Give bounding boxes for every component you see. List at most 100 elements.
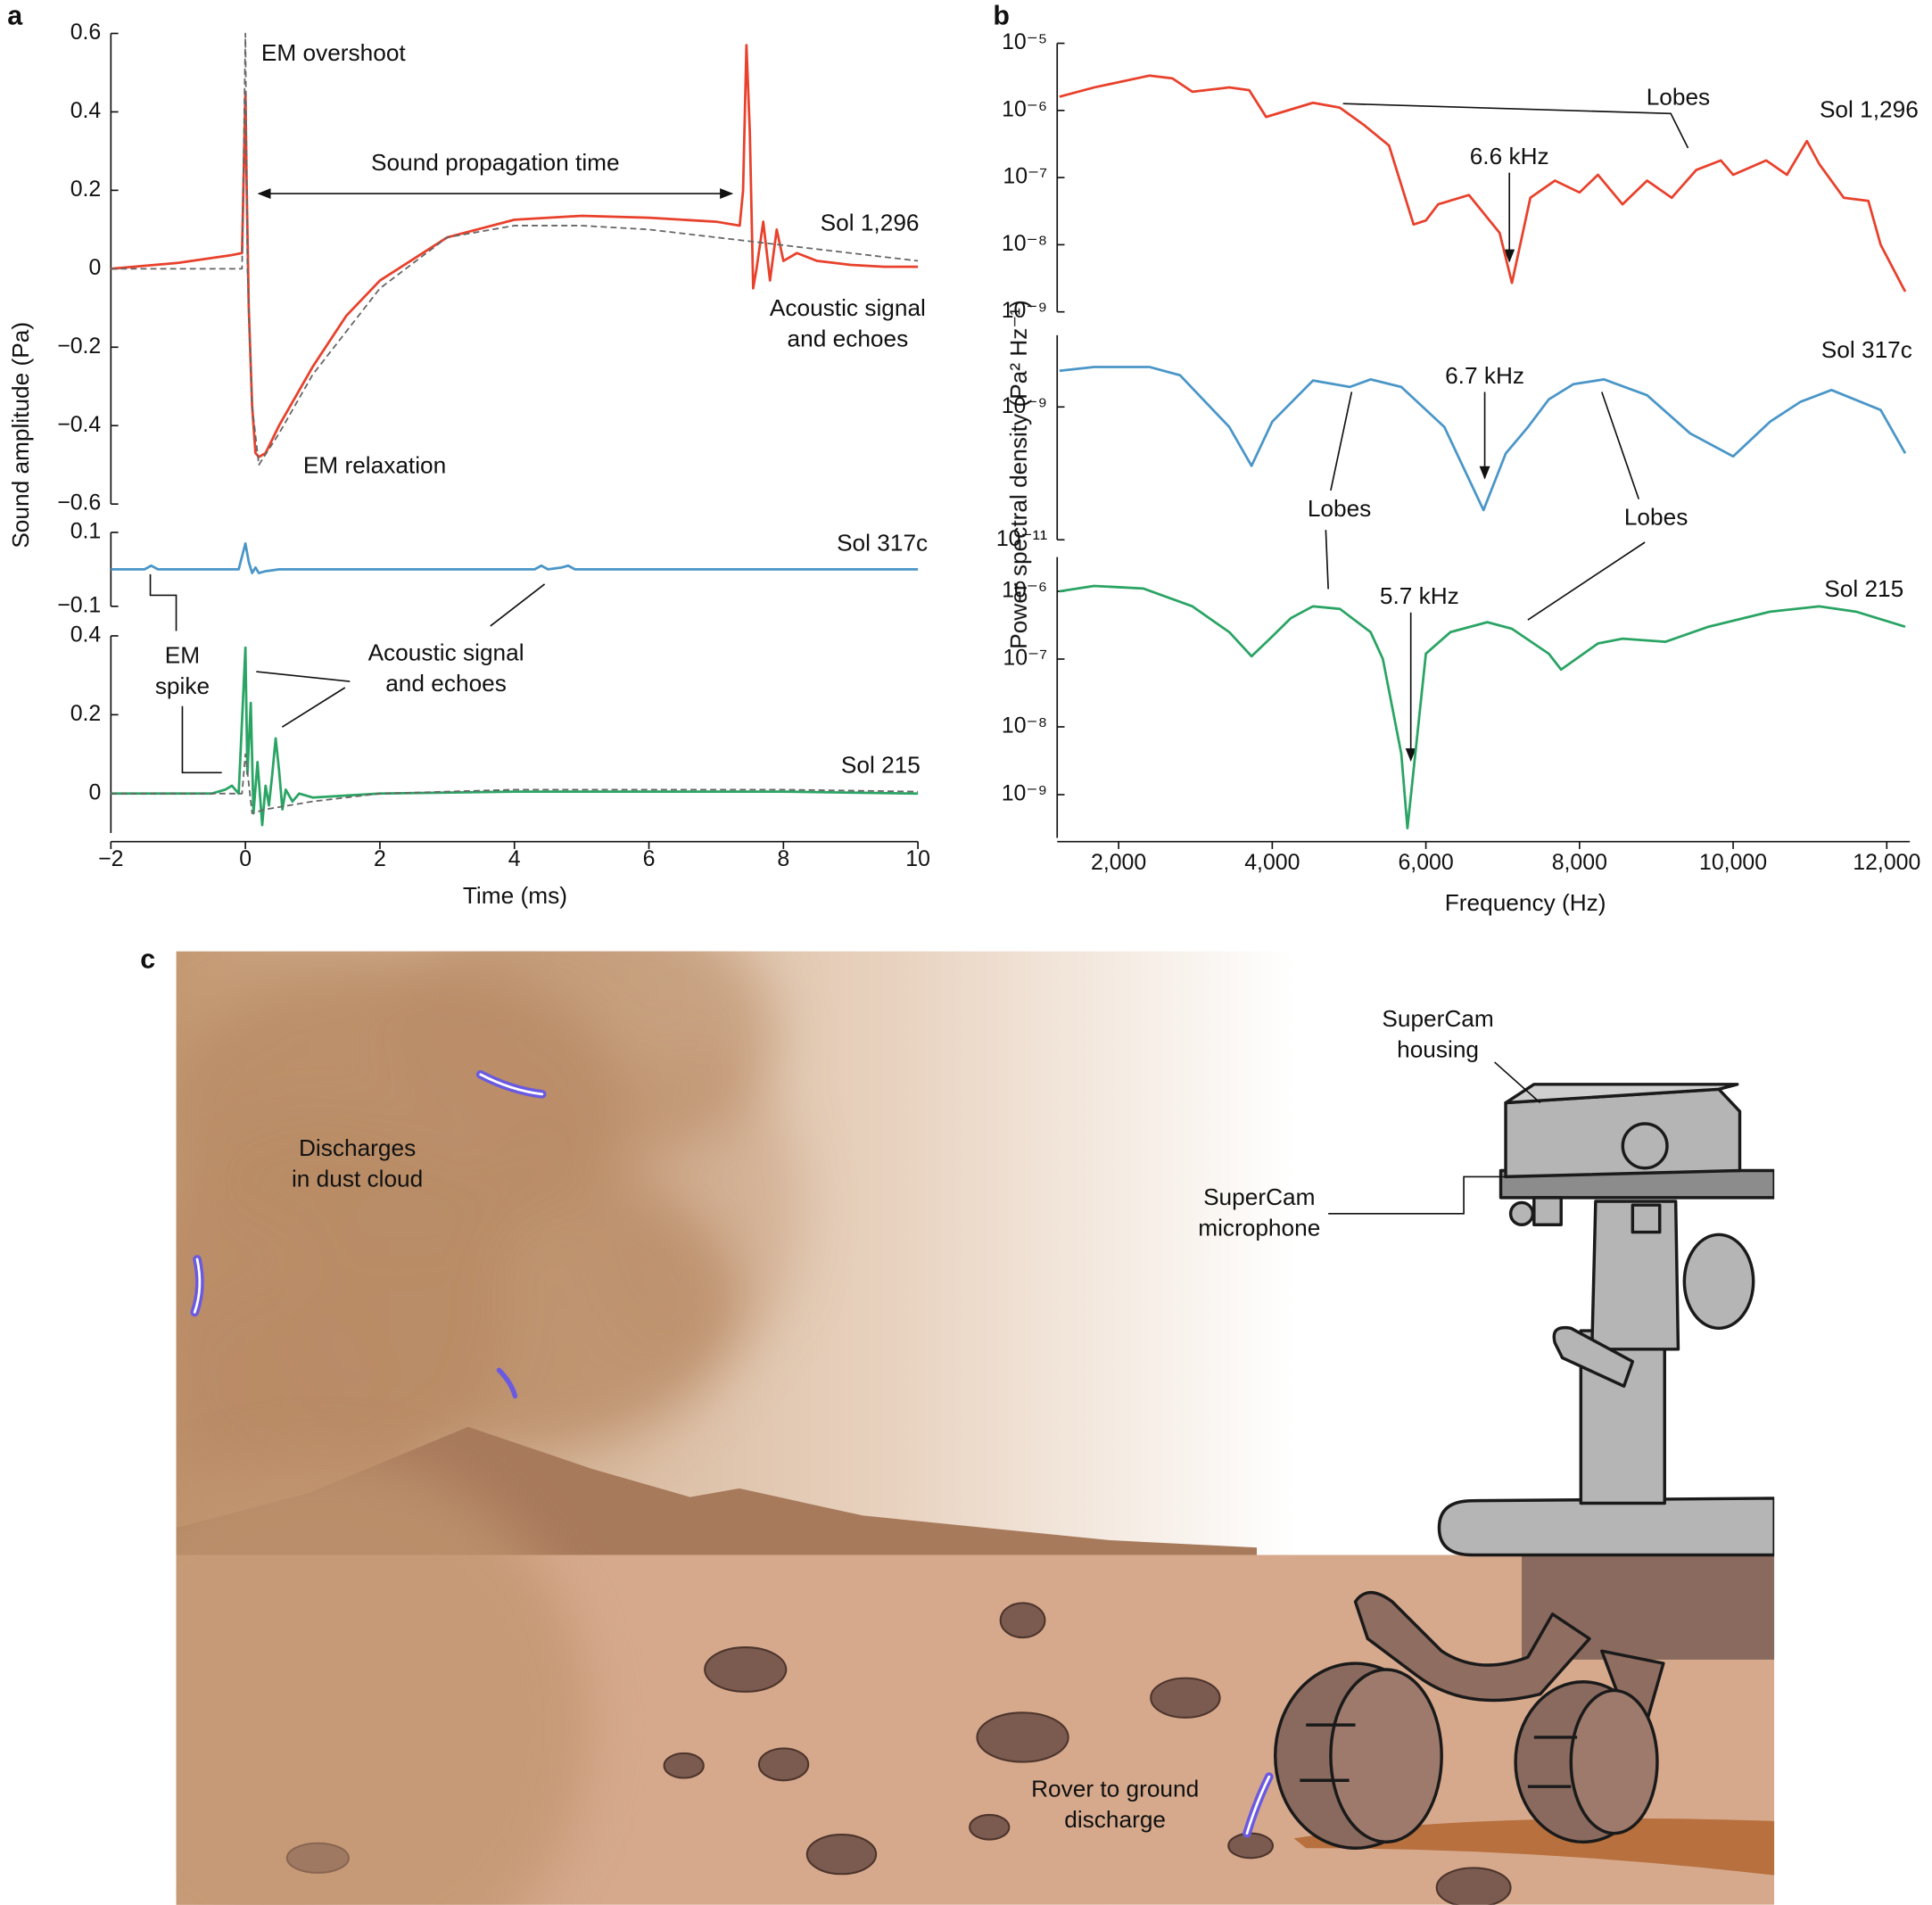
connector	[181, 705, 222, 774]
connector	[490, 583, 546, 627]
line	[1059, 584, 1906, 830]
annotation: microphone	[1198, 1215, 1320, 1241]
illustration-shape	[285, 1602, 1512, 1905]
illustration-shape	[976, 1711, 1069, 1763]
annotation: Lobes	[1308, 495, 1371, 522]
y-tick-label: 10⁻⁷	[1003, 164, 1047, 189]
illustration-shape	[1631, 1203, 1662, 1234]
illustration-shape	[663, 1752, 705, 1779]
annotation: SuperCam	[1382, 1005, 1493, 1032]
connector	[149, 103, 1689, 1215]
annotation: EM overshoot	[261, 39, 407, 66]
panel-label: a	[7, 1, 23, 31]
y-tick-label: 10⁻⁶	[1002, 578, 1047, 603]
x-axis-label: Time (ms)	[463, 882, 567, 909]
illustration-shape	[1150, 1677, 1221, 1719]
y-tick-label: −0.2	[57, 334, 101, 359]
illustration-shape	[1508, 1200, 1535, 1227]
y-tick-label: 10⁻⁸	[1002, 231, 1047, 256]
series-label: Sol 215	[841, 751, 921, 778]
panel-label: c	[140, 944, 155, 975]
illustration-shape	[1353, 1590, 1591, 1703]
illustration-shape	[757, 1747, 810, 1782]
annotation: discharge	[1064, 1806, 1166, 1833]
x-tick-label: 8	[777, 846, 789, 871]
annotation: Discharges	[299, 1134, 416, 1161]
illustration-shape	[1329, 1668, 1443, 1844]
y-tick-label: 0.2	[70, 701, 102, 726]
connector	[1601, 392, 1640, 499]
connector	[281, 687, 346, 728]
annotation: and echoes	[788, 325, 909, 351]
model-line	[111, 753, 919, 814]
subplot: −0.1 0.1 Sol 317c	[57, 519, 928, 618]
annotation: spike	[155, 672, 210, 699]
connector	[149, 573, 178, 631]
annotation: Acoustic signal	[770, 294, 926, 321]
y-tick-label: 0	[88, 779, 101, 804]
annotation: Acoustic signal	[368, 639, 524, 666]
x-tick-label: 4,000	[1244, 850, 1300, 875]
annotation: Rover to ground	[1031, 1775, 1199, 1802]
line	[1059, 74, 1907, 293]
panel-label: b	[993, 1, 1010, 31]
illustration-shape	[193, 1258, 202, 1314]
illustration-shape	[1590, 1200, 1680, 1351]
connector	[1325, 530, 1329, 590]
illustration-shape	[1621, 1122, 1669, 1170]
subplot: 0 0.2 0.4 Sol 215 EM spike Acoustic signal and …	[70, 623, 921, 834]
annotation: housing	[1397, 1035, 1479, 1062]
connector	[1494, 1061, 1541, 1104]
x-tick-label: 12,000	[1853, 850, 1920, 875]
line	[111, 646, 919, 827]
x-tick-label: 2,000	[1091, 850, 1146, 875]
x-tick-label: 10	[905, 846, 930, 871]
x-tick-label: 0	[239, 846, 252, 871]
annotation: 5.7 kHz	[1380, 582, 1459, 609]
y-tick-label: 10⁻⁹	[1002, 393, 1047, 418]
illustration-shape	[1532, 1196, 1563, 1227]
annotation: SuperCam	[1203, 1183, 1315, 1210]
subplot: 10⁻⁹ 10⁻⁸ 10⁻⁷ 10⁻⁶ Sol 215 5.7 kHz	[1002, 557, 1906, 838]
connector	[1527, 541, 1646, 621]
series-label: Sol 1,296	[1820, 95, 1919, 122]
y-axis-label: Power spectral density (Pa² Hz⁻¹)	[1005, 300, 1032, 648]
illustration-shape	[1435, 1867, 1512, 1905]
series-label: Sol 1,296	[821, 210, 920, 236]
y-tick-label: 0.4	[70, 623, 102, 647]
illustration-shape	[1293, 1818, 1775, 1876]
y-tick-label: 10⁻⁹	[1002, 298, 1047, 323]
annotation: and echoes	[385, 670, 507, 697]
annotation: Lobes	[1624, 504, 1688, 531]
annotation: 6.7 kHz	[1445, 362, 1524, 389]
illustration-shape	[1273, 1083, 1775, 1850]
illustration-shape	[1569, 1688, 1659, 1835]
illustration-shape	[479, 1073, 544, 1096]
y-tick-label: −0.6	[57, 491, 101, 515]
x-tick-label: 2	[374, 846, 386, 871]
x-tick-label: 10,000	[1699, 850, 1767, 875]
illustration-shape	[1504, 1087, 1742, 1179]
y-tick-label: 10⁻⁶	[1002, 96, 1047, 121]
series-label: Sol 317c	[1821, 336, 1912, 363]
subplot: 10⁻⁹ 10⁻⁸ 10⁻⁷ 10⁻⁶ 10⁻⁵ Sol 1,296 Lobes 6.6 kH…	[1002, 29, 1919, 323]
y-tick-label: −0.1	[57, 592, 101, 617]
subplot: 10⁻¹¹ 10⁻⁹ Sol 317c 6.7 kHz Lobes Lobes	[996, 334, 1912, 551]
annotation: Lobes	[1647, 84, 1710, 111]
x-tick-label: 4	[508, 846, 521, 871]
connector	[256, 671, 351, 682]
x-tick-label: −2	[98, 846, 123, 871]
y-tick-label: 10⁻⁵	[1002, 29, 1047, 54]
illustration-shape	[496, 1367, 518, 1399]
chart: a Time (ms) Sound amplitude (Pa) −2 0 2 4 6 8 10 −…	[7, 1, 930, 909]
subplot: −0.6 −0.4 −0.2 0 0.2 0.4 0.6 Sol 1,296 EM oversh…	[57, 20, 926, 515]
line	[111, 542, 919, 574]
illustration-shape	[1437, 1497, 1775, 1557]
connector	[1330, 392, 1353, 491]
chart: b Frequency (Hz) Power spectral density (P…	[993, 1, 1920, 916]
illustration-shape	[285, 1842, 350, 1874]
x-axis-label: Frequency (Hz)	[1445, 889, 1606, 916]
y-axis-label: Sound amplitude (Pa)	[7, 322, 34, 548]
y-tick-label: 10⁻⁸	[1002, 713, 1047, 738]
